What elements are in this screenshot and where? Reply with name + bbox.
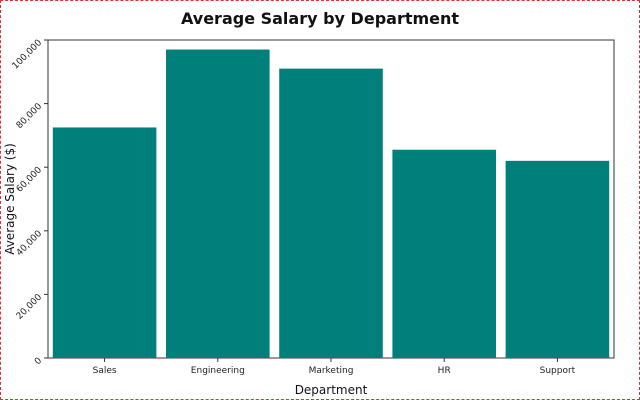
y-tick-label: 20,000 — [15, 292, 45, 322]
y-tick-label: 80,000 — [15, 101, 45, 131]
y-axis-label: Average Salary ($) — [3, 143, 17, 255]
bars-group — [52, 49, 610, 359]
y-tick-label: 60,000 — [15, 165, 45, 195]
bar-hr — [392, 149, 496, 358]
bar-sales — [52, 127, 157, 358]
y-tick-label: 0 — [33, 356, 44, 367]
bar-support — [505, 160, 610, 358]
bar-engineering — [166, 49, 270, 358]
x-tick-label: Support — [540, 366, 576, 376]
x-tick-label: Engineering — [191, 366, 245, 376]
x-tick-label: HR — [438, 366, 451, 376]
x-axis-label: Department — [295, 383, 368, 397]
y-tick-label: 100,000 — [11, 38, 45, 72]
x-tick-label: Sales — [93, 366, 117, 376]
y-tick-label: 40,000 — [15, 229, 45, 259]
x-axis-ticks: Sales Engineering Marketing HR Support — [93, 358, 576, 376]
chart-title: Average Salary by Department — [181, 9, 459, 28]
x-tick-label: Marketing — [309, 366, 354, 376]
bar-marketing — [279, 68, 383, 359]
